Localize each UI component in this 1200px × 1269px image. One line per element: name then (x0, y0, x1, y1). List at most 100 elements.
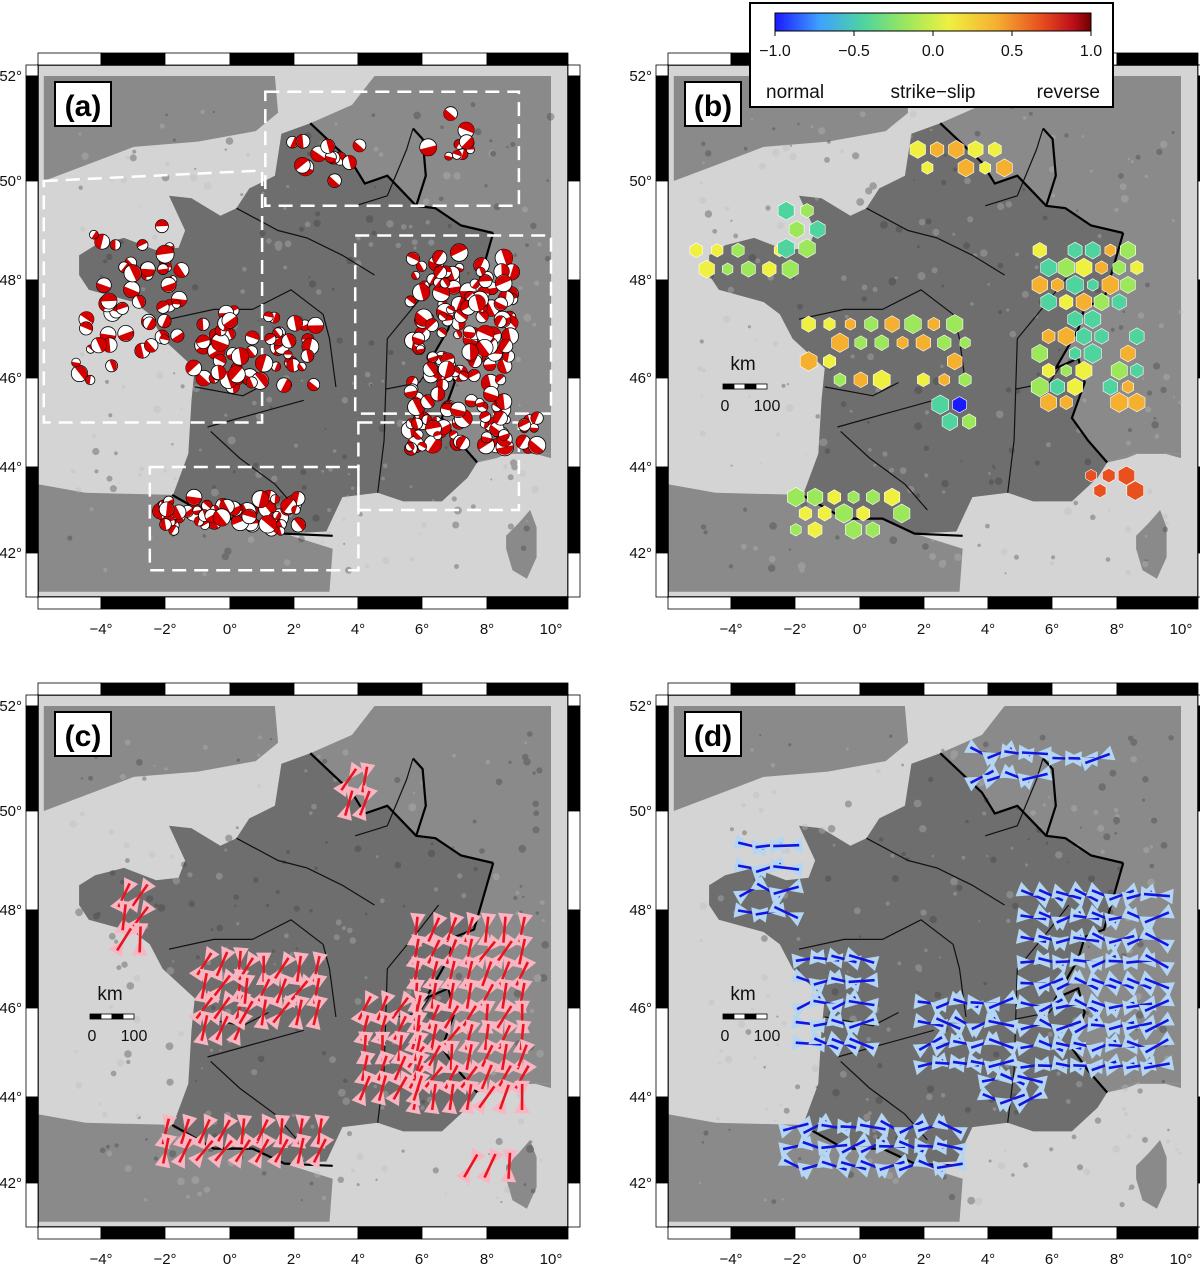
scalebar-segment (722, 383, 735, 390)
shmax-bar (483, 1153, 497, 1179)
longitude-label: 8° (1110, 1251, 1124, 1268)
relief-dot (835, 535, 840, 540)
relief-dot (425, 219, 431, 225)
relief-dot (974, 130, 981, 137)
relief-dot (172, 960, 175, 963)
relief-dot (1168, 735, 1174, 741)
uncertainty-fan (913, 1012, 931, 1029)
relief-dot (92, 447, 100, 456)
uncertainty-fan (288, 1012, 304, 1030)
shmax-bar (240, 1118, 246, 1145)
shmax-bar (360, 1055, 369, 1082)
hexagon-cell-icon (1130, 363, 1144, 379)
zone-outline (353, 234, 553, 415)
relief-dot (108, 413, 113, 418)
hexagon-cell-icon (1126, 480, 1144, 501)
hexagon-cell-icon (1087, 278, 1099, 292)
relief-dot (754, 338, 757, 341)
relief-dot (525, 520, 528, 523)
relief-dot (940, 1093, 946, 1098)
hexagon-cell-icon (822, 353, 837, 369)
scalebar-segment (100, 1013, 113, 1020)
relief-dot (300, 379, 304, 382)
relief-dot (342, 518, 346, 522)
relief-dot (798, 1157, 802, 1161)
relief-dot (712, 228, 718, 234)
hexagon-cell-icon (1069, 346, 1082, 361)
focal-mechanism-icon (159, 334, 170, 345)
hexagon-cell-icon (1110, 392, 1129, 413)
relief-dot (875, 1096, 883, 1104)
relief-dot (191, 284, 199, 291)
focal-mechanism-icon (89, 229, 99, 240)
relief-dot (788, 548, 792, 551)
focal-mechanism-icon (457, 121, 475, 139)
relief-dot (421, 522, 427, 528)
shmax-bar (501, 982, 508, 1009)
relief-dot (1049, 166, 1056, 173)
focal-mechanism-icon (294, 157, 311, 174)
shmax-bar (138, 926, 142, 953)
relief-dot (394, 777, 401, 783)
relief-dot (1112, 816, 1121, 825)
frame-segment (1116, 52, 1199, 66)
relief-dot (124, 1050, 132, 1058)
relief-dot (124, 1165, 132, 1172)
latitude-label: 46° (0, 370, 22, 387)
relief-dot (447, 223, 452, 228)
focal-mechanism-icon (272, 327, 284, 339)
map-frame (25, 52, 581, 610)
relief-dot (402, 904, 406, 908)
relief-dot (118, 481, 121, 484)
focal-mechanism-icon (276, 377, 292, 393)
frame-segment (486, 1226, 569, 1240)
shmax-bar (358, 790, 371, 816)
focal-mechanism-icon (195, 369, 213, 387)
river-line (840, 430, 928, 511)
relief-dot (1165, 1138, 1171, 1144)
shmax-bar (200, 1015, 209, 1041)
relief-dot (1049, 561, 1055, 566)
relief-dot (698, 1181, 702, 1185)
relief-dot (810, 125, 814, 129)
relief-dot (1098, 783, 1106, 791)
relief-dot (215, 872, 223, 880)
focal-mechanism-icon (405, 442, 415, 452)
uncertainty-fan (360, 1050, 376, 1069)
relief-dot (919, 825, 927, 833)
relief-dot (418, 532, 421, 536)
river-line (355, 128, 414, 207)
hexagon-cell-icon (1060, 364, 1072, 378)
relief-dot (747, 325, 752, 329)
relief-dot (1127, 157, 1131, 161)
relief-dot (1093, 810, 1099, 815)
focal-mechanism-icon (517, 418, 532, 432)
longitude-label: 0° (853, 1251, 867, 1268)
frame-segment (1197, 909, 1200, 1009)
relief-dot (1128, 1188, 1131, 1191)
relief-dot (977, 543, 981, 547)
relief-dot (1047, 1031, 1053, 1037)
relief-dot (326, 531, 331, 536)
shmax-bar (484, 916, 490, 943)
shmax-bar (413, 1035, 422, 1062)
relief-dot (368, 382, 373, 387)
relief-dot (485, 759, 491, 765)
relief-dot (224, 848, 228, 852)
hexagon-cell-icon (1110, 361, 1128, 381)
focal-mechanism-icon (433, 265, 448, 280)
relief-dot (495, 778, 503, 786)
relief-dot (129, 154, 137, 162)
river-line (236, 837, 375, 906)
relief-dot (1103, 833, 1111, 841)
relief-dot (1135, 1028, 1138, 1031)
frame-segment (293, 52, 359, 66)
hexagon-cell-icon (929, 141, 945, 158)
relief-dot (308, 276, 311, 279)
relief-dot (356, 1152, 364, 1161)
focal-mechanism-icon (300, 349, 315, 363)
relief-dot (804, 453, 807, 456)
hexagon-cell-icon (1094, 328, 1109, 345)
relief-dot (532, 800, 539, 807)
relief-dot (1010, 846, 1014, 850)
